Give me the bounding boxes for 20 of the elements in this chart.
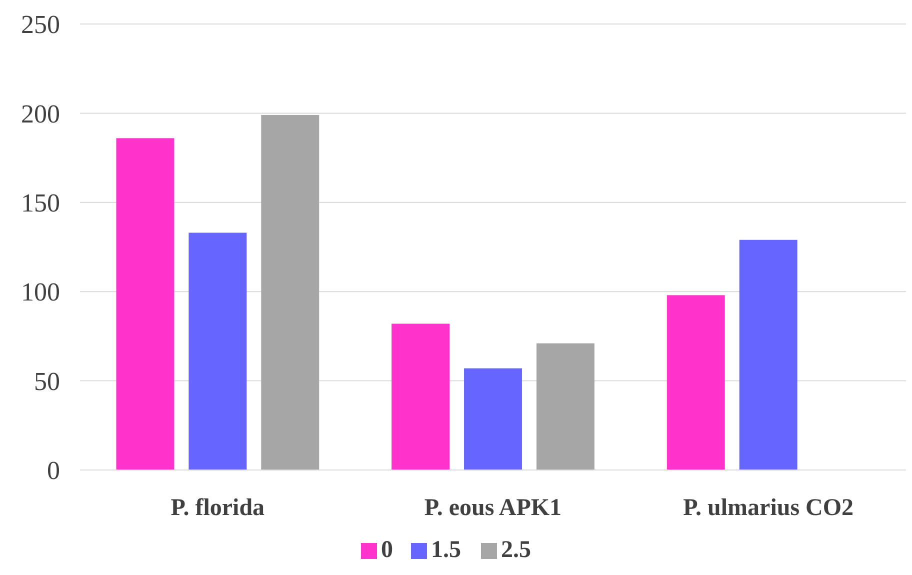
x-tick-label: P. ulmarius CO2 [683, 495, 854, 521]
x-tick-label: P. eous APK1 [424, 495, 562, 521]
legend-label: 1.5 [431, 537, 461, 563]
legend-label: 2.5 [501, 537, 531, 563]
y-tick-label: 200 [21, 99, 60, 128]
bar [536, 343, 594, 470]
bar [739, 240, 798, 470]
bar [464, 368, 522, 470]
y-tick-label: 50 [34, 366, 60, 396]
y-tick-label: 0 [47, 456, 60, 486]
bar [666, 295, 725, 470]
y-tick-label: 150 [21, 188, 60, 218]
bar [392, 324, 450, 470]
y-tick-label: 250 [21, 10, 60, 40]
x-tick-label: P. florida [170, 495, 265, 521]
bar [116, 138, 174, 470]
bar [188, 232, 247, 470]
bar [261, 114, 320, 470]
y-tick-label: 100 [21, 278, 60, 307]
legend-label: 0 [381, 537, 393, 563]
